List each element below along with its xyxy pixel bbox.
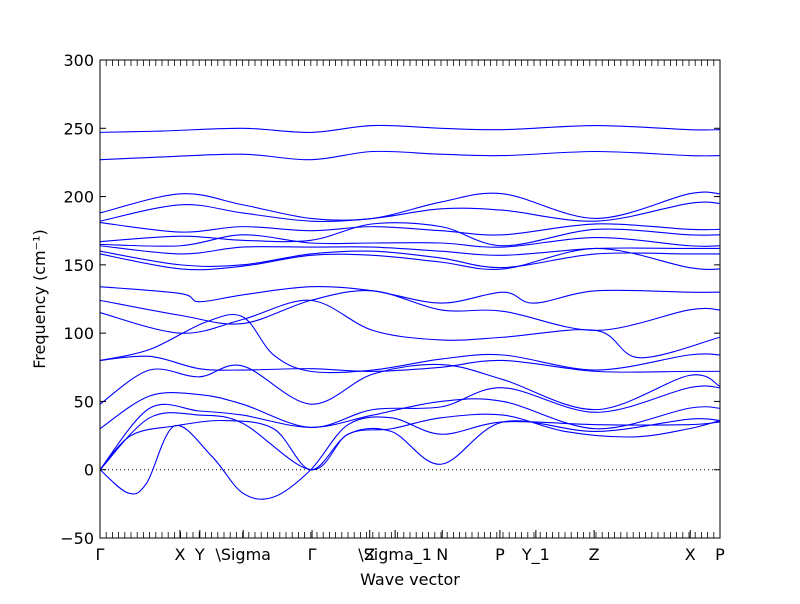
band-line-20 — [100, 416, 720, 500]
band-line-3 — [100, 191, 720, 221]
band-line-10 — [100, 247, 720, 271]
band-line-19 — [100, 412, 720, 471]
y-tick-label: 300 — [63, 51, 94, 70]
y-tick-label: 100 — [63, 324, 94, 343]
x-tick-label-10: Y_1 — [521, 545, 550, 565]
y-tick-label: −50 — [60, 529, 94, 548]
band-line-6 — [100, 222, 720, 247]
x-tick-label-3: Y — [194, 545, 205, 564]
band-line-17 — [100, 385, 720, 430]
band-line-11 — [100, 286, 720, 304]
x-tick-label-13: P — [715, 545, 725, 564]
band-line-4 — [100, 201, 720, 222]
x-tick-label-7: \Sigma_1 — [358, 545, 432, 565]
x-tick-label-8: N — [436, 545, 448, 564]
band-line-18 — [100, 398, 720, 471]
band-line-8 — [100, 245, 720, 256]
y-tick-label: 150 — [63, 256, 94, 275]
x-tick-label-2: X — [174, 545, 185, 564]
band-line-16 — [100, 363, 720, 411]
y-tick-label: 200 — [63, 188, 94, 207]
y-axis-label: Frequency (cm⁻¹) — [30, 229, 49, 368]
y-tick-label: 0 — [84, 461, 94, 480]
y-tick-label: 250 — [63, 119, 94, 138]
x-tick-label-6: Z — [364, 545, 375, 564]
x-axis-label: Wave vector — [360, 570, 460, 589]
x-tick-label-4: \Sigma — [215, 545, 271, 564]
band-line-9 — [100, 250, 720, 269]
plot-frame — [99, 59, 721, 539]
band-line-15 — [100, 355, 720, 373]
band-line-14 — [100, 313, 720, 374]
band-line-5 — [100, 221, 720, 236]
x-tick-label-5: Γ — [308, 545, 317, 564]
x-tick-label-11: Z — [589, 545, 600, 564]
x-tick-label-1: Γ — [96, 545, 105, 564]
series-layer — [100, 124, 720, 500]
x-tick-label-12: X — [685, 545, 696, 564]
band-line-7 — [100, 234, 720, 248]
x-tick-label-9: P — [495, 545, 505, 564]
band-line-12 — [100, 289, 720, 331]
band-line-21 — [100, 413, 720, 471]
band-line-2 — [100, 150, 720, 161]
y-tick-label: 50 — [74, 392, 94, 411]
band-line-1 — [100, 124, 720, 133]
band-line-13 — [100, 299, 720, 359]
